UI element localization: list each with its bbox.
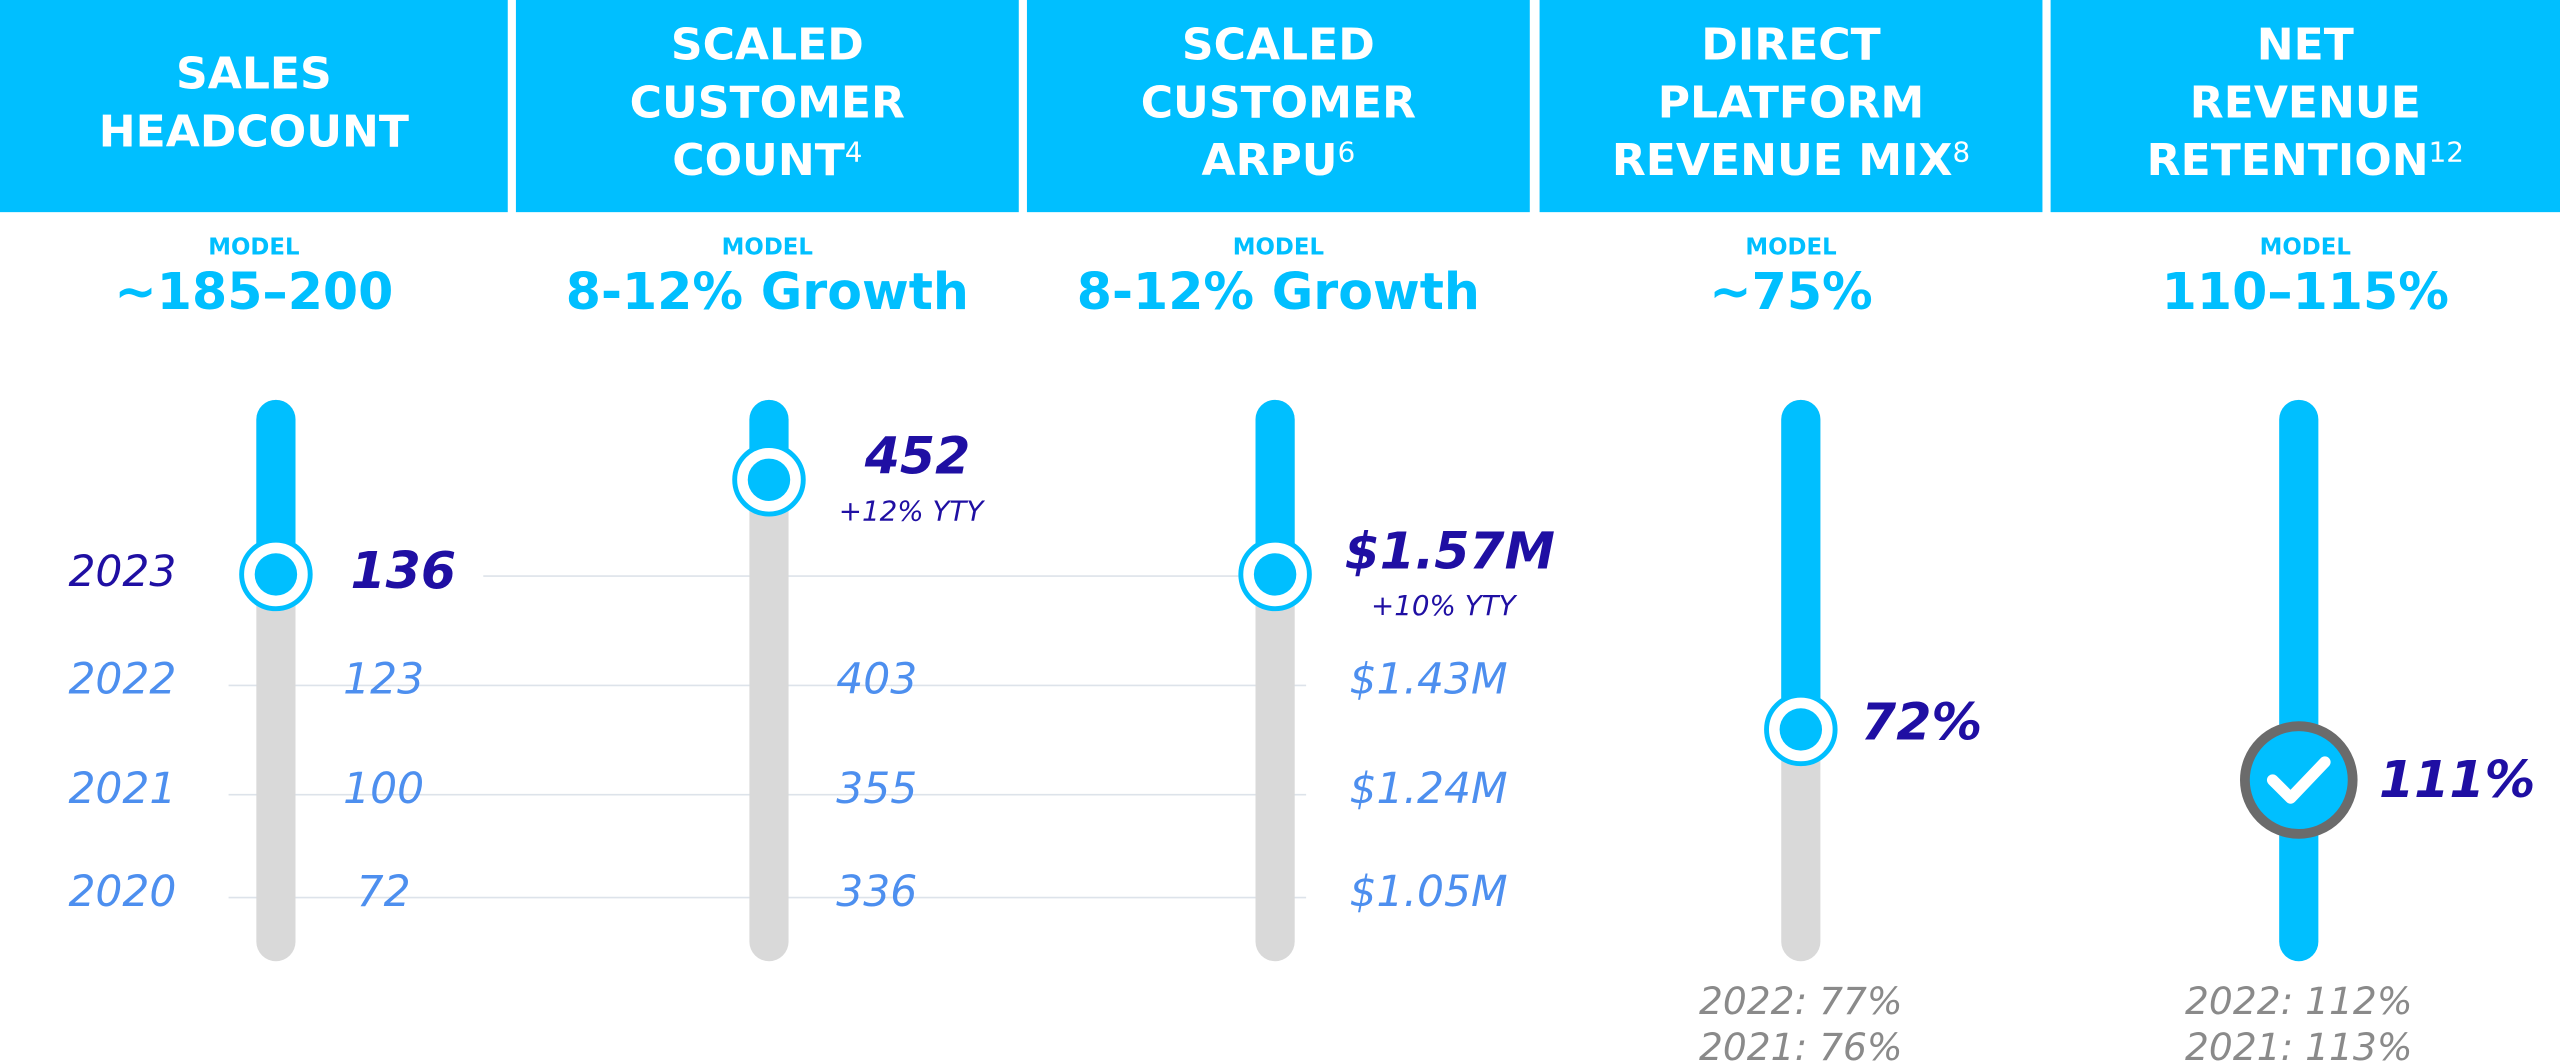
header-line: CUSTOMER <box>630 77 905 128</box>
history-value: $1.24M <box>1350 765 1508 814</box>
prior-value: 2022: 77% <box>1699 979 1903 1023</box>
model-label: MODEL <box>1745 235 1836 261</box>
header-line: SCALED <box>671 19 864 70</box>
current-value: $1.57M <box>1345 521 1555 580</box>
history-value: 72 <box>357 868 411 917</box>
model-value: 8-12% Growth <box>566 262 969 321</box>
header-line: SCALED <box>1182 19 1375 70</box>
header-line: ARPU6 <box>1201 135 1355 186</box>
header-box <box>0 0 508 213</box>
header-text: CUSTOMER <box>1141 77 1416 128</box>
footnote: 8 <box>1953 135 1971 168</box>
model-label: MODEL <box>722 235 813 261</box>
year-label: 2020 <box>68 868 176 917</box>
current-value: 72% <box>1861 693 1982 752</box>
year-label: 2023 <box>68 548 176 597</box>
header-line: SALES <box>176 49 332 100</box>
header-box <box>1026 0 1530 213</box>
history-value: 100 <box>343 765 424 814</box>
check-marker <box>2240 721 2358 839</box>
header-text: ARPU <box>1201 135 1337 186</box>
gauge-fill <box>256 399 296 575</box>
model-value: 110–115% <box>2162 262 2449 321</box>
header-text: SCALED <box>671 19 864 70</box>
prior-value: 2022: 112% <box>2185 979 2412 1023</box>
header-text: DIRECT <box>1701 19 1880 70</box>
header-box <box>515 0 1019 213</box>
gauge-track <box>749 399 789 962</box>
header-line: RETENTION12 <box>2147 135 2464 186</box>
header-text: NET <box>2257 19 2354 70</box>
current-value: 452 <box>864 427 971 486</box>
history-value: $1.05M <box>1350 868 1508 917</box>
year-label: 2021 <box>68 765 176 814</box>
current-value: 136 <box>350 541 456 600</box>
header-text: PLATFORM <box>1658 77 1925 128</box>
prior-value: 2021: 113% <box>2185 1025 2412 1064</box>
header-line: NET <box>2257 19 2354 70</box>
model-label: MODEL <box>1233 235 1324 261</box>
model-value: ~185–200 <box>114 262 393 321</box>
header-line: HEADCOUNT <box>99 107 409 158</box>
gauge-fill <box>1255 399 1295 575</box>
footnote: 6 <box>1338 135 1356 168</box>
year-label: 2022 <box>68 656 176 705</box>
header-text: REVENUE <box>2190 77 2421 128</box>
header-line: COUNT4 <box>672 135 862 186</box>
header-line: PLATFORM <box>1658 77 1925 128</box>
header-text: HEADCOUNT <box>99 107 409 158</box>
change-label: +10% YTY <box>1371 589 1518 622</box>
marker-dot <box>1253 553 1297 596</box>
gauge-fill <box>1781 399 1821 730</box>
history-value: 336 <box>836 868 917 917</box>
header-line: CUSTOMER <box>1141 77 1416 128</box>
marker-dot <box>747 458 791 501</box>
header-box <box>1539 0 2043 213</box>
model-value: 8-12% Growth <box>1077 262 1480 321</box>
model-value: ~75% <box>1709 262 1873 321</box>
header-text: RETENTION <box>2147 135 2429 186</box>
header-line: DIRECT <box>1701 19 1880 70</box>
header-text: REVENUE MIX <box>1612 135 1953 186</box>
gauge-track <box>2279 399 2319 962</box>
history-value: 403 <box>836 656 917 705</box>
header-line: REVENUE <box>2190 77 2421 128</box>
prior-value: 2021: 76% <box>1699 1025 1903 1064</box>
check-icon <box>2266 756 2331 804</box>
history-value: 123 <box>343 656 424 705</box>
header-text: SCALED <box>1182 19 1375 70</box>
history-value: $1.43M <box>1350 656 1508 705</box>
marker-dot <box>254 553 298 596</box>
history-value: 355 <box>836 765 917 814</box>
header-text: SALES <box>176 49 332 100</box>
change-label: +12% YTY <box>839 494 986 527</box>
marker-dot <box>1779 708 1823 751</box>
header-text: CUSTOMER <box>630 77 905 128</box>
header-line: REVENUE MIX8 <box>1612 135 1970 186</box>
model-label: MODEL <box>2260 235 2351 261</box>
header-text: COUNT <box>672 135 845 186</box>
footnote: 12 <box>2429 135 2464 168</box>
header-box <box>2050 0 2560 213</box>
current-value: 111% <box>2379 750 2535 809</box>
model-label: MODEL <box>208 235 299 261</box>
footnote: 4 <box>845 135 863 168</box>
